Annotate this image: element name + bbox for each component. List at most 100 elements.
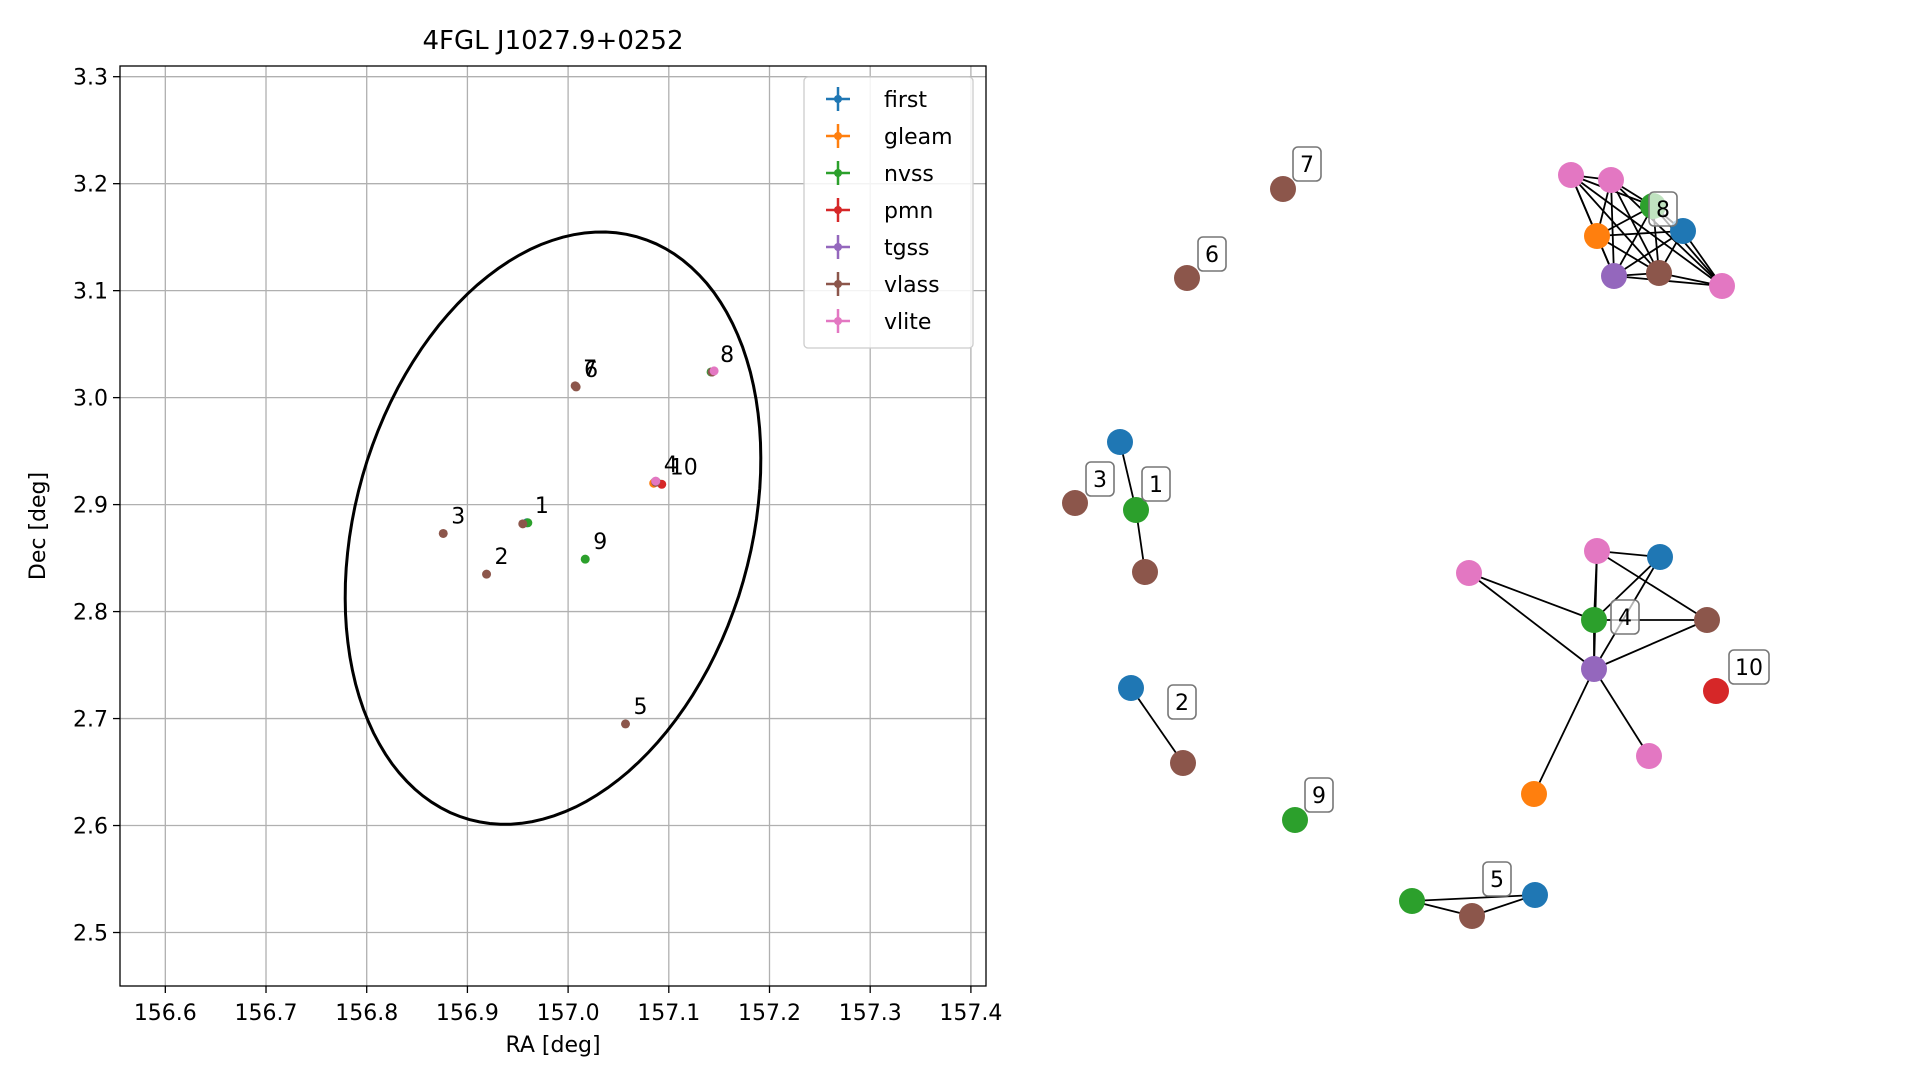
network-edge: [1610, 179, 1723, 287]
network-nodes: [1062, 162, 1735, 929]
network-node-vlite: [1709, 273, 1735, 299]
y-tick-label: 3.3: [73, 66, 108, 91]
network-group-label: 10: [1735, 656, 1763, 681]
network-node-nvss: [1399, 888, 1425, 914]
network-node-vlass: [1694, 607, 1720, 633]
network-edge: [1593, 556, 1661, 621]
network-node-first: [1107, 429, 1133, 455]
network-edge: [1130, 687, 1184, 764]
annotation-layer: 1 2 3 4 5 67 8 9 10: [451, 343, 734, 720]
point-annotation: 7: [583, 357, 597, 382]
network-panel: 1 2 3 4 5 6 7 8 9 10: [1062, 146, 1770, 929]
legend-dot-vlite: [834, 317, 842, 325]
network-label-box: [1141, 466, 1171, 502]
y-tick-label: 2.5: [73, 922, 108, 947]
network-group-label: 3: [1093, 468, 1107, 493]
network-node-vlass: [1646, 260, 1672, 286]
point-annotation: 5: [634, 695, 648, 720]
network-edge: [1610, 179, 1660, 274]
legend-label-tgss: tgss: [884, 236, 930, 261]
network-label-box: [1728, 649, 1770, 685]
point-annotation: 6: [584, 358, 598, 383]
legend: first gleam nvss pmn tgss vlass vlite: [803, 76, 974, 349]
network-node-first: [1118, 675, 1144, 701]
network-edge: [1596, 550, 1708, 621]
point-vlass: [571, 382, 581, 392]
point-vlass: [518, 519, 528, 529]
network-node-vlite: [1636, 743, 1662, 769]
point-vlass: [482, 569, 492, 579]
x-tick-label: 157.3: [839, 1001, 902, 1026]
point-vlass: [621, 719, 631, 729]
legend-dot-first: [834, 95, 842, 103]
network-node-first: [1522, 882, 1548, 908]
network-node-vlite: [1598, 167, 1624, 193]
network-node-vlass: [1170, 750, 1196, 776]
legend-box: [803, 76, 974, 349]
network-node-tgss: [1581, 656, 1607, 682]
point-vlite: [709, 366, 719, 376]
ticks-layer: 156.6 156.7 156.8 156.9 157.0 157.1 157.2 157.3…: [73, 66, 1002, 1026]
x-tick-label: 156.8: [335, 1001, 398, 1026]
network-group-label: 6: [1205, 243, 1219, 268]
x-axis-label: RA [deg]: [505, 1033, 600, 1058]
network-node-vlite: [1584, 538, 1610, 564]
network-node-vlass: [1174, 265, 1200, 291]
network-node-nvss: [1282, 807, 1308, 833]
legend-dot-pmn: [834, 206, 842, 214]
network-edge: [1593, 619, 1708, 670]
network-node-vlass: [1132, 559, 1158, 585]
network-node-vlite: [1558, 162, 1584, 188]
legend-label-vlass: vlass: [884, 273, 940, 298]
legend-label-first: first: [884, 88, 927, 113]
scatter-panel: 1 2 3 4 5 67 8 9 10 156.6 156.7 156.8 156.9 157.0 157…: [26, 26, 1002, 1058]
network-edge: [1613, 230, 1684, 277]
network-edge: [1468, 572, 1595, 621]
legend-dot-gleam: [834, 132, 842, 140]
network-group-label: 5: [1490, 868, 1504, 893]
network-label-box: [1482, 861, 1512, 897]
network-node-nvss: [1123, 497, 1149, 523]
network-edge: [1533, 668, 1595, 795]
points-layer: [438, 366, 719, 729]
point-nvss: [580, 554, 590, 564]
network-label-box: [1304, 777, 1334, 813]
x-tick-label: 157.0: [537, 1001, 600, 1026]
network-group-label: 2: [1175, 691, 1189, 716]
plot-frame: [119, 65, 987, 987]
network-label-box: [1292, 146, 1322, 182]
y-tick-label: 2.8: [73, 601, 108, 626]
network-edge: [1468, 572, 1595, 670]
network-edge: [1593, 668, 1650, 757]
network-group-label: 7: [1300, 153, 1314, 178]
x-tick-label: 156.9: [436, 1001, 499, 1026]
legend-label-gleam: gleam: [884, 125, 953, 150]
legend-dot-vlass: [834, 280, 842, 288]
point-annotation: 8: [720, 343, 734, 368]
network-label-box: [1085, 461, 1115, 497]
legend-label-vlite: vlite: [884, 310, 931, 335]
network-node-vlass: [1062, 490, 1088, 516]
network-node-gleam: [1584, 223, 1610, 249]
x-tick-label: 156.7: [235, 1001, 298, 1026]
network-label-box: [1197, 236, 1227, 272]
network-label-box: [1648, 191, 1678, 227]
y-tick-label: 2.6: [73, 815, 108, 840]
point-annotation: 1: [535, 494, 549, 519]
x-tick-label: 157.1: [637, 1001, 700, 1026]
y-tick-label: 3.1: [73, 280, 108, 305]
network-group-label: 4: [1618, 606, 1632, 631]
localization-ellipse: [343, 230, 763, 826]
network-node-nvss: [1581, 607, 1607, 633]
network-node-vlass: [1459, 903, 1485, 929]
legend-dot-nvss: [834, 169, 842, 177]
network-label-box: [1167, 684, 1197, 720]
chart-title: 4FGL J1027.9+0252: [423, 26, 684, 56]
x-tick-label: 156.6: [134, 1001, 197, 1026]
network-labels: 1 2 3 4 5 6 7 8 9 10: [1085, 146, 1770, 897]
x-tick-label: 157.2: [738, 1001, 801, 1026]
point-annotation: 2: [495, 545, 509, 570]
network-group-label: 1: [1149, 473, 1163, 498]
network-node-first: [1647, 544, 1673, 570]
